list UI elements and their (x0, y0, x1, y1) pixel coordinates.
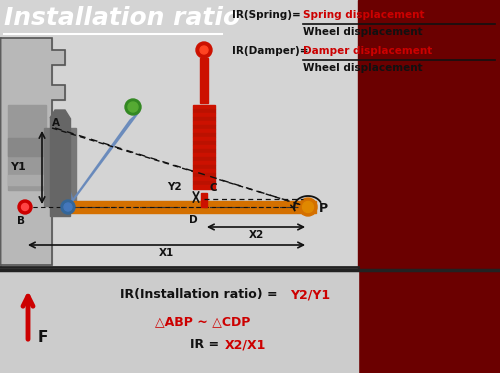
Text: X2: X2 (248, 230, 264, 240)
Bar (193, 177, 215, 181)
Circle shape (125, 99, 141, 115)
Text: Installation ratio: Installation ratio (4, 6, 240, 30)
Bar (193, 153, 215, 157)
Text: Damper displacement: Damper displacement (303, 46, 432, 56)
Bar (193, 129, 215, 134)
Bar (193, 109, 215, 113)
Circle shape (64, 203, 72, 211)
Polygon shape (54, 160, 74, 213)
Text: A: A (52, 118, 60, 128)
Text: IR(Spring)=: IR(Spring)= (232, 10, 304, 20)
Text: B: B (17, 216, 25, 226)
Circle shape (61, 200, 75, 214)
Circle shape (18, 200, 32, 214)
Bar (358, 270, 500, 373)
Bar (193, 125, 215, 129)
Circle shape (200, 46, 208, 54)
Bar (193, 134, 215, 137)
Text: IR(Installation ratio) =: IR(Installation ratio) = (120, 288, 282, 301)
Bar (193, 113, 215, 117)
Text: X1: X1 (159, 248, 174, 258)
Circle shape (22, 204, 29, 210)
Bar (8, 138, 46, 156)
Bar (193, 150, 215, 153)
Bar (193, 165, 215, 169)
Text: Wheel displacement: Wheel displacement (303, 27, 422, 37)
Bar (200, 58, 208, 103)
Text: Wheel displacement: Wheel displacement (303, 63, 422, 73)
Bar (63, 201, 316, 213)
Bar (50, 118, 70, 216)
Bar (193, 137, 215, 141)
Text: X2/X1: X2/X1 (225, 338, 266, 351)
Circle shape (196, 42, 212, 58)
Bar (201, 193, 207, 207)
Bar (193, 105, 215, 109)
Polygon shape (0, 38, 65, 265)
Bar (193, 145, 215, 150)
Bar (193, 173, 215, 177)
Bar (0, 0, 500, 270)
Circle shape (128, 102, 138, 112)
Bar (358, 0, 500, 270)
Bar (193, 121, 215, 125)
Text: Y1: Y1 (10, 163, 26, 172)
Text: Y2/Y1: Y2/Y1 (290, 288, 330, 301)
Text: Spring displacement: Spring displacement (303, 10, 424, 20)
Text: D: D (189, 215, 198, 225)
Circle shape (302, 201, 314, 213)
Text: △ABP ~ △CDP: △ABP ~ △CDP (155, 315, 250, 328)
Text: C: C (209, 183, 216, 193)
Text: IR =: IR = (190, 338, 224, 351)
Text: F: F (38, 330, 48, 345)
Bar (193, 161, 215, 165)
Bar (193, 157, 215, 161)
Bar (8, 175, 46, 185)
Bar (0, 270, 358, 373)
Bar (193, 185, 215, 189)
Bar (44, 128, 76, 206)
Polygon shape (64, 112, 139, 212)
Bar (193, 141, 215, 145)
Polygon shape (50, 110, 70, 118)
Text: P: P (319, 201, 328, 214)
Bar (193, 181, 215, 185)
Bar (193, 169, 215, 173)
Bar (8, 105, 46, 190)
Text: IR(Damper)=: IR(Damper)= (232, 46, 312, 56)
Circle shape (299, 198, 317, 216)
Text: Y2: Y2 (168, 182, 182, 192)
Bar (193, 117, 215, 121)
